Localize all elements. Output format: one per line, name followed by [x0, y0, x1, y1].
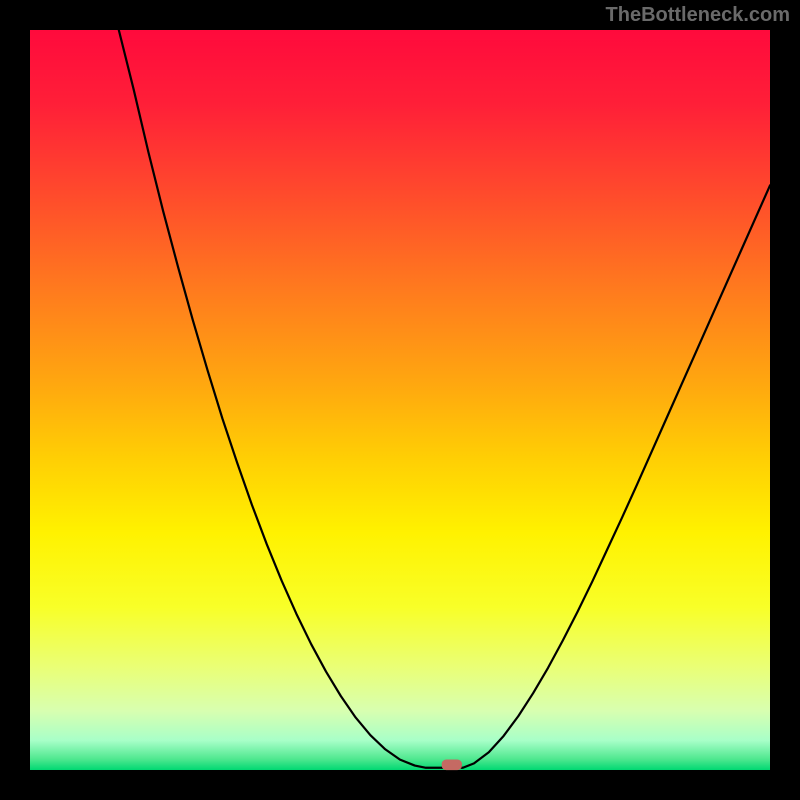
watermark-text: TheBottleneck.com — [606, 4, 790, 27]
optimum-marker — [442, 760, 461, 770]
chart-container: TheBottleneck.com — [0, 0, 800, 800]
bottleneck-chart — [0, 0, 800, 800]
plot-background — [30, 30, 770, 770]
